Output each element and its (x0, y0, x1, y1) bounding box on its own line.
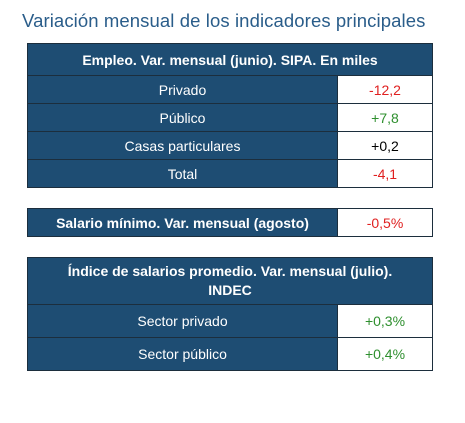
table-row: Salario mínimo. Var. mensual (agosto) -0… (27, 208, 433, 237)
row-value-privado: -12,2 (337, 75, 433, 104)
row-label-sector-privado: Sector privado (27, 304, 338, 338)
minimum-wage-value: -0,5% (337, 208, 433, 237)
table-row: Total -4,1 (27, 159, 433, 188)
table-row: Público +7,8 (27, 103, 433, 132)
table-row: Sector privado +0,3% (27, 304, 433, 338)
row-value-casas-particulares: +0,2 (337, 131, 433, 160)
table-row: Casas particulares +0,2 (27, 131, 433, 160)
wage-index-table: Índice de salarios promedio. Var. mensua… (27, 257, 433, 371)
employment-table: Empleo. Var. mensual (junio). SIPA. En m… (27, 43, 433, 188)
row-label-total: Total (27, 159, 338, 188)
row-label-publico: Público (27, 103, 338, 132)
table-row: Sector público +0,4% (27, 337, 433, 371)
wage-index-table-header: Índice de salarios promedio. Var. mensua… (27, 257, 433, 305)
row-value-publico: +7,8 (337, 103, 433, 132)
page-title: Variación mensual de los indicadores pri… (22, 10, 426, 31)
row-value-sector-privado: +0,3% (337, 304, 433, 338)
row-value-total: -4,1 (337, 159, 433, 188)
table-row: Privado -12,2 (27, 75, 433, 104)
row-label-sector-publico: Sector público (27, 337, 338, 371)
minimum-wage-table: Salario mínimo. Var. mensual (agosto) -0… (27, 208, 433, 237)
row-label-casas-particulares: Casas particulares (27, 131, 338, 160)
row-label-privado: Privado (27, 75, 338, 104)
employment-table-header: Empleo. Var. mensual (junio). SIPA. En m… (27, 43, 433, 76)
row-value-sector-publico: +0,4% (337, 337, 433, 371)
minimum-wage-label: Salario mínimo. Var. mensual (agosto) (27, 208, 338, 237)
